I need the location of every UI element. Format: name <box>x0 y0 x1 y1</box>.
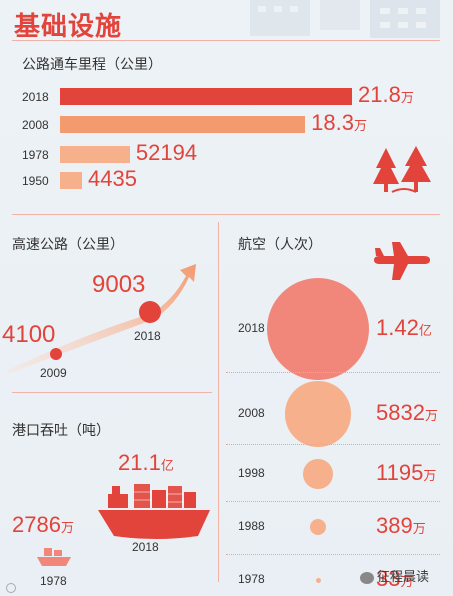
roads-value-1978: 52194 <box>136 140 197 166</box>
aviation-bubble-1998 <box>303 459 333 489</box>
roads-bar-2018 <box>60 88 352 105</box>
building-decoration <box>250 0 440 38</box>
roads-value-2018: 21.8万 <box>358 82 414 108</box>
aviation-value-unit: 万 <box>412 521 426 536</box>
highway-point-2009 <box>50 348 62 360</box>
port-year-1978: 1978 <box>40 574 67 588</box>
aviation-value-number: 5832 <box>376 400 425 425</box>
aviation-row-divider <box>226 371 440 373</box>
small-ship-icon <box>37 548 71 566</box>
roads-bar-1978 <box>60 146 130 163</box>
watermark: 征程晨读 <box>360 566 429 585</box>
highway-year-2018: 2018 <box>134 329 161 343</box>
highway-trend-arrow <box>8 264 196 374</box>
aviation-year-1978: 1978 <box>238 572 265 586</box>
roads-subtitle: 公路通车里程（公里） <box>22 57 162 73</box>
aviation-value-2008: 5832万 <box>376 400 438 426</box>
highway-chart: 4100 2009 9003 2018 <box>2 264 196 380</box>
aviation-value-number: 389 <box>376 513 413 538</box>
section-divider <box>12 214 440 215</box>
aviation-bubble-1978 <box>315 577 321 583</box>
roads-value-unit: 万 <box>400 90 414 105</box>
aviation-year-2018: 2018 <box>238 321 265 335</box>
roads-year-2018: 2018 <box>22 90 49 104</box>
aviation-value-unit: 亿 <box>418 323 432 338</box>
aviation-bubble-1988 <box>309 518 327 536</box>
port-subtitle: 港口吞吐（吨） <box>12 423 110 439</box>
aviation-value-1978: 33万 <box>376 566 414 592</box>
port-value-2018-number: 21.1 <box>118 450 161 475</box>
aviation-bubble-2008 <box>285 381 351 447</box>
roads-bar-2008 <box>60 116 306 133</box>
trees-icon <box>373 146 431 193</box>
aviation-value-2018: 1.42亿 <box>376 315 432 341</box>
roads-value-number: 4435 <box>88 166 137 191</box>
aviation-row-divider <box>226 444 440 445</box>
column-divider <box>218 222 219 582</box>
page-title: 基础设施 <box>14 12 123 42</box>
roads-year-2008: 2008 <box>22 118 49 132</box>
highway-subtitle: 高速公路（公里） <box>12 237 124 253</box>
logo-mark <box>6 580 52 593</box>
title-divider <box>12 40 440 41</box>
roads-value-1950: 4435 <box>88 166 137 192</box>
aviation-bubble-2018 <box>267 278 369 380</box>
aviation-value-unit: 万 <box>423 468 437 483</box>
aviation-value-1998: 1195万 <box>376 460 436 486</box>
aviation-subtitle: 航空（人次） <box>238 237 322 253</box>
highway-point-2018 <box>139 301 161 323</box>
port-value-1978-unit: 万 <box>60 520 74 535</box>
highway-year-2009: 2009 <box>40 366 67 380</box>
aviation-value-number: 33 <box>376 566 401 591</box>
roads-value-unit: 万 <box>353 118 367 133</box>
port-value-2018-unit: 亿 <box>160 458 174 473</box>
highway-value-2018: 9003 <box>92 271 145 298</box>
wechat-icon <box>360 571 374 584</box>
aviation-value-unit: 万 <box>424 408 438 423</box>
roads-value-2008: 18.3万 <box>311 110 367 136</box>
aviation-year-1988: 1988 <box>238 519 265 533</box>
aviation-value-number: 1.42 <box>376 315 419 340</box>
roads-bar-1950 <box>60 172 82 189</box>
aviation-value-1988: 389万 <box>376 513 426 539</box>
roads-value-number: 52194 <box>135 140 198 165</box>
roads-year-1978: 1978 <box>22 148 49 162</box>
large-ship-icon <box>98 484 210 539</box>
aviation-value-unit: 万 <box>400 574 414 589</box>
port-value-1978-number: 2786 <box>12 512 61 537</box>
roads-value-number: 21.8 <box>358 82 401 107</box>
roads-value-number: 18.3 <box>311 110 354 135</box>
port-divider <box>12 392 212 393</box>
aviation-row-divider <box>226 553 440 555</box>
port-year-2018: 2018 <box>132 540 159 554</box>
aviation-year-2008: 2008 <box>238 406 265 420</box>
aviation-value-number: 1195 <box>376 460 424 485</box>
highway-value-2009: 4100 <box>2 321 55 348</box>
port-value-1978: 2786万 <box>12 512 74 538</box>
aviation-row-divider <box>226 500 440 502</box>
airplane-icon <box>374 242 430 280</box>
port-value-2018: 21.1亿 <box>118 450 174 476</box>
watermark-text: 征程晨读 <box>377 570 430 585</box>
roads-year-1950: 1950 <box>22 174 49 188</box>
aviation-year-1998: 1998 <box>238 466 265 480</box>
